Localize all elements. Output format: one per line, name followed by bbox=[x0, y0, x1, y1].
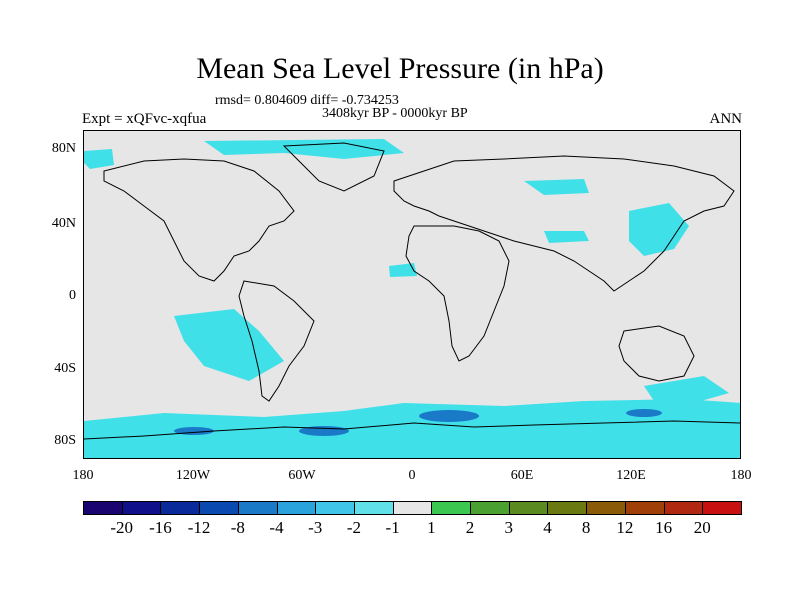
africa-coast bbox=[405, 225, 510, 362]
lon-label-120w: 120W bbox=[175, 468, 211, 483]
antarctic-low-1 bbox=[419, 410, 479, 422]
south-america-coast bbox=[238, 280, 315, 402]
colorbar-label: 20 bbox=[693, 518, 711, 537]
colorbar-label: 12 bbox=[616, 518, 634, 537]
colorbar bbox=[83, 501, 742, 515]
africa-anomaly bbox=[389, 263, 417, 277]
colorbar-box bbox=[276, 501, 317, 515]
lon-label-180w: 180 bbox=[72, 468, 94, 483]
north-atlantic-anomaly bbox=[84, 149, 114, 169]
colorbar-box bbox=[547, 501, 588, 515]
colorbar-label: 8 bbox=[581, 518, 591, 537]
colorbar-box bbox=[624, 501, 665, 515]
colorbar-box bbox=[237, 501, 278, 515]
colorbar-label: 16 bbox=[655, 518, 673, 537]
colorbar-label: -12 bbox=[187, 518, 211, 537]
lon-label-120e: 120E bbox=[616, 468, 646, 483]
period-subtitle: 3408kyr BP - 0000kyr BP bbox=[322, 106, 468, 121]
colorbar-label: 4 bbox=[543, 518, 552, 537]
lon-label-180e: 180 bbox=[730, 468, 752, 483]
lat-label-0: 0 bbox=[69, 288, 76, 303]
map-panel bbox=[83, 130, 741, 459]
colorbar-label: 1 bbox=[427, 518, 436, 537]
experiment-label: Expt = xQFvc-xqfua bbox=[82, 111, 207, 127]
map-title: Mean Sea Level Pressure (in hPa) bbox=[196, 52, 604, 85]
season-label: ANN bbox=[709, 111, 743, 127]
colorbar-label: -16 bbox=[149, 518, 172, 537]
world-map bbox=[84, 139, 740, 458]
stats-subtitle: rmsd= 0.804609 diff= -0.734253 bbox=[215, 93, 399, 108]
lat-label-80s: 80S bbox=[54, 433, 76, 448]
greenland-coast bbox=[282, 142, 385, 192]
south-pacific-anomaly bbox=[174, 309, 284, 381]
colorbar-box bbox=[199, 501, 239, 515]
colorbar-box bbox=[702, 501, 742, 515]
arctic-anomaly bbox=[204, 139, 404, 159]
colorbar-box bbox=[315, 501, 355, 515]
colorbar-label: -4 bbox=[269, 518, 284, 537]
colorbar-box bbox=[470, 501, 510, 515]
colorbar-box bbox=[508, 501, 549, 515]
siberia-anomaly bbox=[524, 179, 589, 195]
colorbar-label: -3 bbox=[308, 518, 323, 537]
nw-pacific-anomaly bbox=[629, 203, 689, 256]
colorbar-box bbox=[586, 501, 626, 515]
anomaly-regions bbox=[84, 139, 740, 458]
colorbar-box bbox=[83, 501, 123, 515]
colorbar-box bbox=[353, 501, 394, 515]
antarctica-coast bbox=[84, 420, 740, 440]
colorbar-label: -20 bbox=[110, 518, 134, 537]
colorbar-box bbox=[431, 501, 472, 515]
india-anomaly bbox=[544, 231, 589, 243]
antarctic-low-3 bbox=[626, 409, 662, 417]
lat-label-40n: 40N bbox=[51, 216, 76, 231]
colorbar-label: -8 bbox=[230, 518, 245, 537]
colorbar-label: 3 bbox=[504, 518, 514, 537]
north-america-coast bbox=[103, 158, 295, 282]
lat-label-40s: 40S bbox=[54, 361, 76, 376]
coastlines bbox=[84, 142, 740, 440]
colorbar-label: -2 bbox=[346, 518, 362, 537]
colorbar-box bbox=[663, 501, 704, 515]
australia-anomaly bbox=[644, 376, 729, 403]
lon-label-60w: 60W bbox=[288, 468, 316, 483]
lon-label-0: 0 bbox=[408, 468, 416, 483]
europe-asia-coast bbox=[393, 155, 735, 292]
colorbar-box bbox=[121, 501, 162, 515]
colorbar-label: 2 bbox=[465, 518, 475, 537]
lat-label-80n: 80N bbox=[51, 141, 76, 156]
colorbar-label: -1 bbox=[385, 518, 400, 537]
southern-ocean-anomaly bbox=[84, 399, 740, 458]
lon-label-60e: 60E bbox=[510, 468, 534, 483]
australia-coast bbox=[618, 325, 695, 382]
colorbar-box bbox=[392, 501, 433, 515]
colorbar-box bbox=[160, 501, 201, 515]
